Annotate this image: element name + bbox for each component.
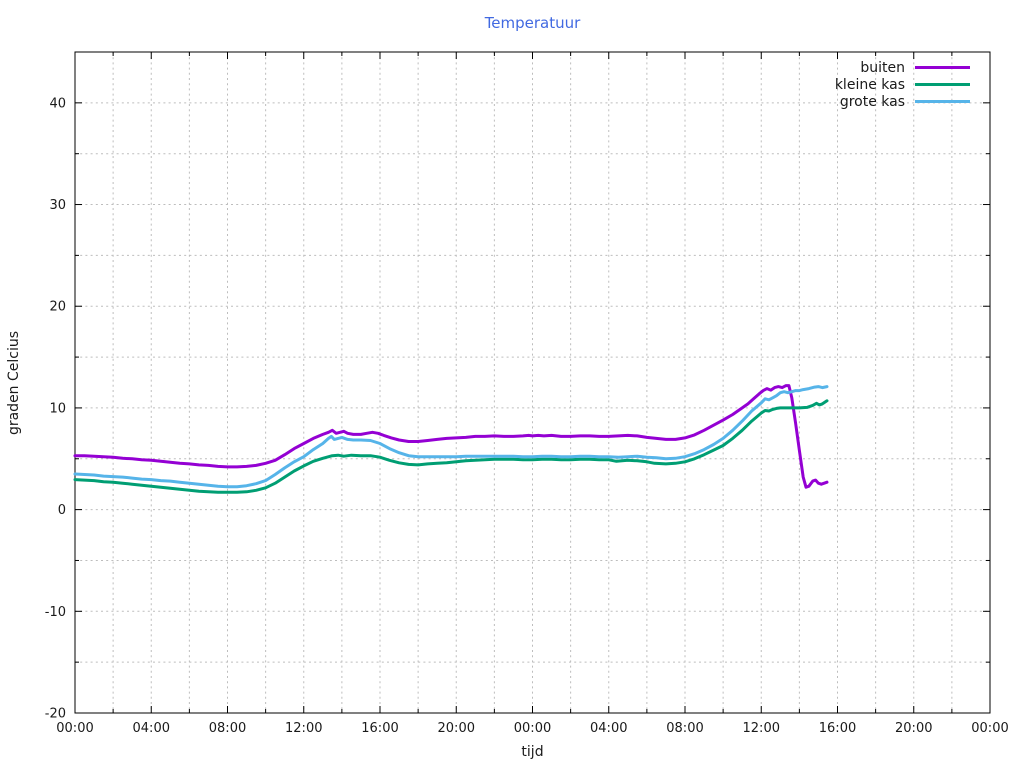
legend-label: kleine kas <box>834 76 905 93</box>
x-tick-label: 04:00 <box>133 721 170 736</box>
y-tick-label: 0 <box>58 503 66 518</box>
x-tick-label: 20:00 <box>438 721 475 736</box>
legend: buiten kleine kas grote kas <box>835 59 970 110</box>
x-tick-label: 00:00 <box>971 721 1008 736</box>
x-tick-label: 16:00 <box>361 721 398 736</box>
y-tick-label: 10 <box>49 401 66 416</box>
legend-line-sample <box>915 83 970 86</box>
x-tick-label: 08:00 <box>209 721 246 736</box>
gridlines <box>75 52 990 713</box>
legend-line-sample <box>915 100 970 103</box>
y-tick-label: 20 <box>49 300 66 315</box>
x-tick-label: 00:00 <box>56 721 93 736</box>
y-tick-label: 30 <box>49 198 66 213</box>
series-line-buiten <box>73 384 829 489</box>
legend-item-kleine-kas: kleine kas <box>835 76 970 93</box>
x-tick-label: 12:00 <box>743 721 780 736</box>
x-tick-label: 04:00 <box>590 721 627 736</box>
y-axis-title: graden Celcius <box>6 330 22 436</box>
y-tick-labels: -20 -10 0 10 20 30 40 <box>45 96 66 721</box>
legend-line-sample <box>915 66 970 69</box>
x-tick-label: 20:00 <box>895 721 932 736</box>
x-axis-title: tijd <box>521 744 544 760</box>
legend-item-grote-kas: grote kas <box>835 93 970 110</box>
legend-label: buiten <box>860 59 905 76</box>
chart-title: Temperatuur <box>484 14 581 32</box>
x-tick-label: 12:00 <box>285 721 322 736</box>
legend-item-buiten: buiten <box>835 59 970 76</box>
plot-inner: 00:00 04:00 08:00 12:00 16:00 20:00 00:00 04:00… <box>45 51 1009 736</box>
axis-ticks <box>74 52 991 714</box>
x-tick-label: 00:00 <box>514 721 551 736</box>
y-tick-label: 40 <box>49 96 66 111</box>
legend-label: grote kas <box>839 93 905 110</box>
series-line-grote-kas <box>73 385 829 489</box>
y-tick-label: -10 <box>45 605 66 620</box>
y-tick-label: -20 <box>45 707 66 722</box>
x-tick-labels: 00:00 04:00 08:00 12:00 16:00 20:00 00:00 04:00… <box>56 721 1008 736</box>
x-tick-label: 08:00 <box>666 721 703 736</box>
x-tick-label: 16:00 <box>819 721 856 736</box>
series-line-kleine-kas <box>73 399 829 494</box>
